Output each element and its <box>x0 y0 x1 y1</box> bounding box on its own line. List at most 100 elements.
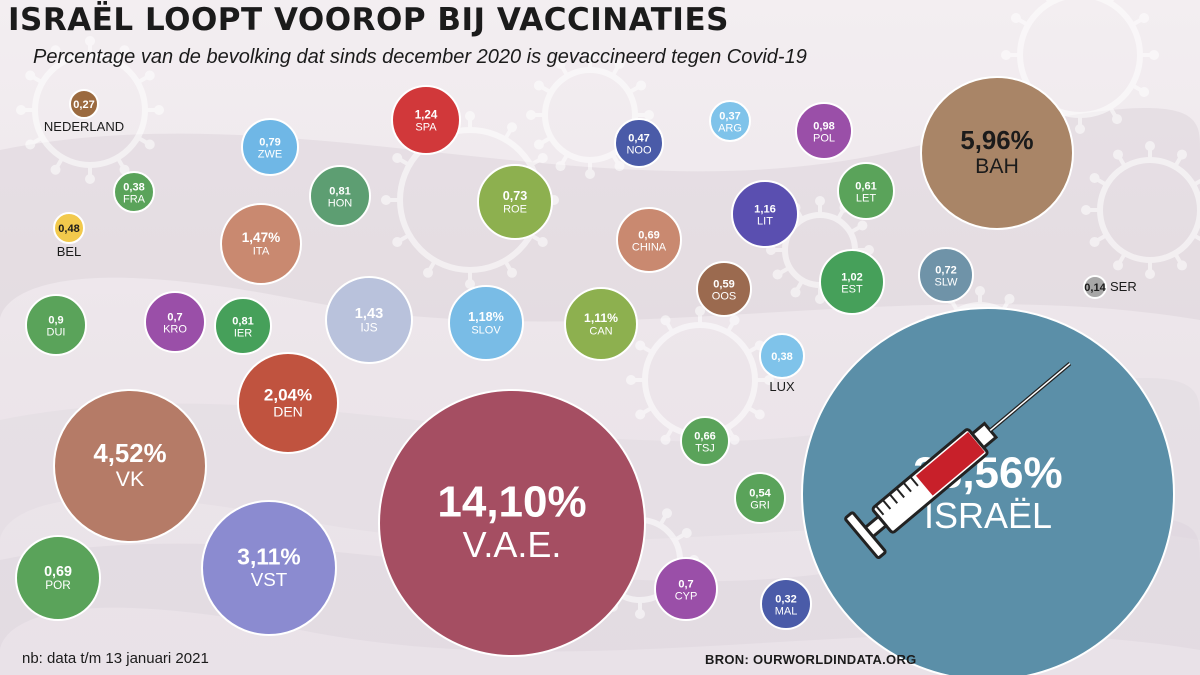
bubble-country-label: DEN <box>273 403 303 419</box>
bubble-value-label: 0,69 <box>44 564 72 580</box>
bubble-circle <box>801 307 1175 675</box>
bubble-country-label: EST <box>841 283 863 295</box>
bubble-country-label: DUI <box>47 326 66 338</box>
bubble-value-label: 0,81 <box>232 315 253 327</box>
bubble-country-label: GRI <box>750 499 770 511</box>
bubble-country-label: ITA <box>253 246 270 258</box>
bubble-country-label: LET <box>856 192 876 204</box>
virus-decoration <box>1081 141 1200 279</box>
bubble-value-label: 1,47% <box>242 230 281 245</box>
bubble-value-label: 0,73 <box>503 189 528 203</box>
bubble-country-label: FRA <box>123 193 146 205</box>
bubble-vk: 4,52%VK <box>53 389 207 543</box>
bubble-country-label: ISRAËL <box>924 495 1052 536</box>
bubble-value-label: 0,66 <box>694 430 715 442</box>
bubble-can: 1,11%CAN <box>564 287 638 361</box>
bubble-circle <box>241 118 299 176</box>
bubble-isral: 33,56%ISRAËL <box>801 307 1175 675</box>
bubble-country-label: KRO <box>163 323 187 335</box>
chart-subtitle: Percentage van de bevolking dat sinds de… <box>33 46 807 68</box>
bubble-circle <box>220 203 302 285</box>
bubble-circle <box>920 76 1074 230</box>
bubble-value-label: 1,16 <box>754 203 776 215</box>
syringe-icon <box>844 362 1072 560</box>
bubble-circle <box>795 102 853 160</box>
bubble-country-label: V.A.E. <box>463 524 562 565</box>
bubble-circle <box>760 578 812 630</box>
bubble-value-label: 0,7 <box>678 578 693 590</box>
bubble-value-label: 0,54 <box>749 487 771 499</box>
bubble-value-label: 0,47 <box>628 132 649 144</box>
bubble-value-label: 1,02 <box>841 271 862 283</box>
background-wave <box>0 108 1200 322</box>
bubble-circle <box>214 297 272 355</box>
bubble-country-label: SPA <box>415 121 437 133</box>
bubble-circle <box>1083 275 1107 299</box>
bubble-country-label: TSJ <box>695 442 715 454</box>
bubble-circle <box>614 118 664 168</box>
bubble-circle <box>734 472 786 524</box>
bubble-ita: 1,47%ITA <box>220 203 302 285</box>
bubble-slov: 1,18%SLOV <box>448 285 524 361</box>
bubble-value-label: 0,59 <box>713 278 734 290</box>
bubble-country-label: OOS <box>712 290 736 302</box>
bubble-value-label: 0,48 <box>58 223 79 235</box>
bubble-country-label: BEL <box>57 244 82 259</box>
bubble-value-label: 0,69 <box>638 229 659 241</box>
bubble-circle <box>654 557 718 621</box>
bubble-circle <box>309 165 371 227</box>
bubble-country-label: MAL <box>775 605 798 617</box>
bubble-country-label: IJS <box>360 320 377 334</box>
bubble-circle <box>325 276 413 364</box>
bubble-circle <box>237 352 339 454</box>
bubble-circle <box>616 207 682 273</box>
bubble-value-label: 0,38 <box>771 351 792 363</box>
bubble-value-label: 5,96% <box>960 127 1033 155</box>
bubble-den: 2,04%DEN <box>237 352 339 454</box>
bubble-circle <box>378 389 646 657</box>
bubble-circle <box>696 261 752 317</box>
bubble-country-label: LUX <box>769 379 795 394</box>
bubble-circle <box>680 416 730 466</box>
bubble-value-label: 2,04% <box>264 385 312 404</box>
bubble-value-label: 0,98 <box>813 120 834 132</box>
bubble-circle <box>69 89 99 119</box>
bubble-country-label: SER <box>1110 279 1137 294</box>
bubble-value-label: 0,38 <box>123 181 144 193</box>
bubble-country-label: CAN <box>589 325 612 337</box>
bubble-value-label: 0,32 <box>775 593 796 605</box>
virus-decoration <box>526 51 654 179</box>
bubble-country-label: LIT <box>757 215 773 227</box>
bubble-value-label: 4,52% <box>93 440 166 468</box>
bubble-circle <box>731 180 799 248</box>
bubble-value-label: 0,14 <box>1084 282 1106 294</box>
bubble-country-label: IER <box>234 327 252 339</box>
bubble-circle <box>113 171 155 213</box>
bubble-circle <box>819 249 885 315</box>
bubble-value-label: 14,10% <box>437 477 586 526</box>
bubble-ser: 0,14 SER <box>1083 275 1137 299</box>
bubble-vae: 14,10%V.A.E. <box>378 389 646 657</box>
bubble-circle <box>15 535 101 621</box>
bubble-value-label: 1,24 <box>415 108 438 121</box>
bubble-value-label: 0,37 <box>719 110 740 122</box>
